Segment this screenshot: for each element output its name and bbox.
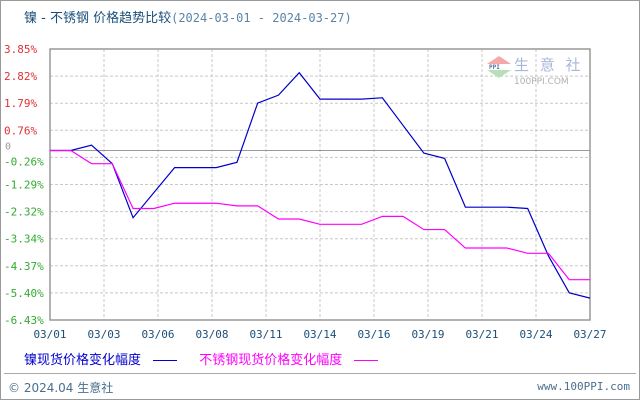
legend: 镍现货价格变化幅度 不锈钢现货价格变化幅度 [24, 349, 379, 368]
x-tick-label: 03/01 [33, 328, 66, 341]
site-link[interactable]: www.100PPI.com [537, 380, 630, 393]
svg-text:PPI: PPI [489, 64, 500, 71]
y-tick-label: -0.26% [4, 155, 44, 168]
y-tick-label: -1.29% [4, 179, 44, 192]
x-tick-label: 03/27 [573, 328, 606, 341]
y-tick-label: -2.32% [4, 206, 44, 219]
y-tick-label: 3.85% [4, 43, 37, 56]
y-tick-label: -6.43% [4, 314, 44, 327]
x-tick-label: 03/08 [195, 328, 228, 341]
copyright: © 2024.04 生意社 [8, 381, 114, 395]
y-tick-label: 0.76% [4, 124, 37, 137]
date-range: (2024-03-01 - 2024-03-27) [171, 11, 352, 25]
y-tick-label: 1.79% [4, 97, 37, 110]
y-tick-label: -4.37% [4, 260, 44, 273]
series-line [50, 149, 590, 281]
x-tick-label: 03/21 [465, 328, 498, 341]
y-tick-label: -3.34% [4, 233, 44, 246]
x-tick-label: 03/16 [357, 328, 390, 341]
svg-text:0: 0 [5, 141, 11, 152]
svg-text:100PPI.COM: 100PPI.COM [514, 77, 569, 87]
x-tick-label: 03/06 [141, 328, 174, 341]
legend-stainless-label: 不锈钢现货价格变化幅度 [199, 353, 343, 368]
y-tick-label: -5.40% [4, 287, 44, 300]
x-tick-label: 03/19 [411, 328, 444, 341]
chart-title: 镍 - 不锈钢 价格趋势比较(2024-03-01 - 2024-03-27) [24, 7, 352, 26]
x-tick-label: 03/24 [519, 328, 552, 341]
legend-nickel-label: 镍现货价格变化幅度 [24, 353, 142, 368]
title-text: 镍 - 不锈钢 价格趋势比较 [24, 11, 172, 26]
x-tick-label: 03/03 [87, 328, 120, 341]
legend-nickel-swatch [153, 360, 178, 361]
x-tick-label: 03/14 [303, 328, 336, 341]
x-tick-label: 03/11 [249, 328, 282, 341]
series-line [50, 71, 591, 299]
footer-divider [4, 373, 636, 374]
svg-text:生 意 社: 生 意 社 [514, 56, 584, 74]
legend-stainless-swatch [354, 360, 379, 361]
y-tick-label: 2.82% [4, 70, 37, 83]
